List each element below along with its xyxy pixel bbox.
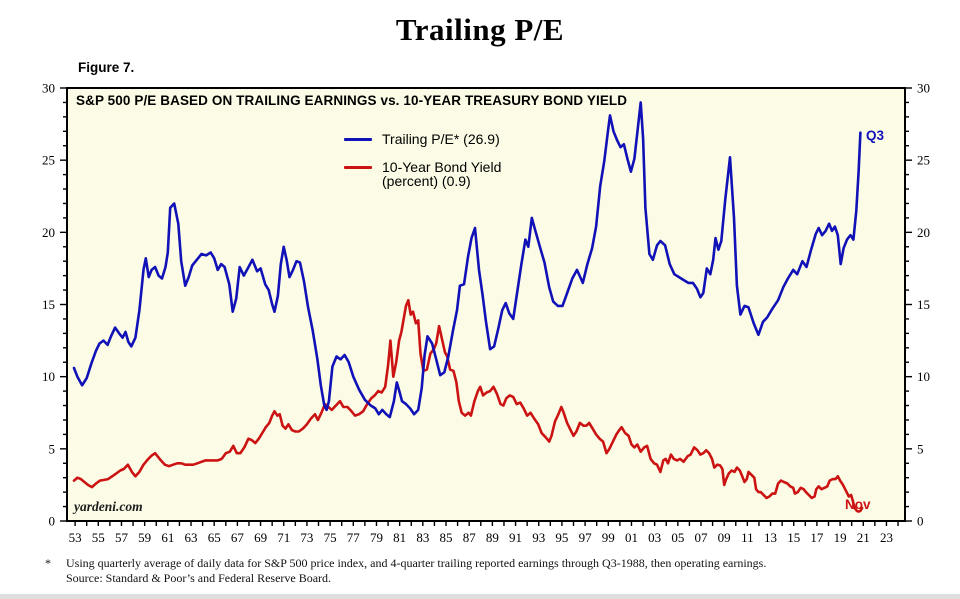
x-axis-label: 23: [880, 530, 893, 545]
x-axis-label: 01: [625, 530, 638, 545]
x-axis-label: 13: [764, 530, 777, 545]
x-axis-label: 55: [92, 530, 105, 545]
yield-legend-line2: (percent) (0.9): [382, 173, 471, 189]
x-axis-label: 75: [324, 530, 337, 545]
yield-legend-line1: 10-Year Bond Yield: [382, 158, 502, 175]
y-axis-label-left: 5: [49, 441, 56, 456]
x-axis-label: 57: [115, 530, 129, 545]
x-axis-label: 03: [648, 530, 661, 545]
x-axis-label: 95: [555, 530, 568, 545]
x-axis-label: 17: [810, 530, 824, 545]
x-axis-label: 05: [671, 530, 684, 545]
y-axis-label-left: 30: [42, 81, 55, 96]
x-axis-label: 67: [231, 530, 245, 545]
y-axis-label-right: 5: [917, 441, 924, 456]
x-axis-label: 77: [347, 530, 361, 545]
x-axis-label: 85: [440, 530, 453, 545]
nov-annotation: Nov: [845, 497, 871, 512]
pe-line-swatch: [344, 138, 372, 141]
x-axis-label: 07: [695, 530, 709, 545]
x-axis-label: 63: [185, 530, 198, 545]
chart-title: S&P 500 P/E BASED ON TRAILING EARNINGS v…: [76, 93, 628, 108]
q3-annotation: Q3: [866, 128, 885, 143]
legend: Trailing P/E* (26.9) 10-Year Bond Yield …: [344, 132, 501, 202]
x-axis-label: 97: [579, 530, 593, 545]
x-axis-label: 83: [416, 530, 429, 545]
page-title: Trailing P/E: [395, 12, 565, 47]
pe-line: [72, 101, 862, 419]
x-axis-label: 15: [787, 530, 800, 545]
x-axis-label: 11: [741, 530, 754, 545]
yield-line: [72, 298, 864, 513]
figure-label: Figure 7.: [78, 60, 135, 75]
y-axis-label-left: 0: [49, 514, 56, 529]
y-axis-label-right: 30: [917, 81, 930, 96]
y-axis-label-left: 20: [42, 225, 55, 240]
y-axis-label-left: 10: [42, 369, 55, 384]
y-axis-label-left: 25: [42, 153, 55, 168]
x-axis-label: 81: [393, 530, 406, 545]
legend-item-yield: 10-Year Bond Yield (percent) (0.9): [344, 158, 502, 189]
footnote-marker: *: [45, 556, 51, 570]
x-axis-label: 71: [277, 530, 290, 545]
x-axis-label: 59: [138, 530, 151, 545]
x-axis-label: 73: [300, 530, 313, 545]
x-axis-label: 61: [161, 530, 174, 545]
footnote-source: Source: Standard & Poor’s and Federal Re…: [66, 570, 332, 585]
y-axis-label-right: 15: [917, 297, 930, 312]
yield-legend-label: 10-Year Bond Yield (percent) (0.9): [382, 158, 502, 189]
x-axis-label: 91: [509, 530, 522, 545]
x-axis-label: 93: [532, 530, 545, 545]
x-axis-label: 79: [370, 530, 383, 545]
plot-frame: [66, 87, 906, 522]
y-axis-label-right: 25: [917, 153, 930, 168]
x-axis-label: 65: [208, 530, 221, 545]
x-axis-label: 99: [602, 530, 615, 545]
y-axis-label-right: 20: [917, 225, 930, 240]
y-axis-label-right: 10: [917, 369, 930, 384]
y-axis-label-right: 0: [917, 514, 924, 529]
y-axis-label-left: 15: [42, 297, 55, 312]
footnote-line1: * Using quarterly average of daily data f…: [45, 556, 935, 571]
watermark: yardeni.com: [74, 499, 143, 514]
x-axis-label: 09: [718, 530, 731, 545]
x-axis-label: 21: [857, 530, 870, 545]
yield-line-swatch: [344, 165, 372, 169]
pe-legend-label: Trailing P/E* (26.9): [382, 131, 500, 147]
footnote: * Using quarterly average of daily data f…: [45, 556, 935, 585]
footnote-text: Using quarterly average of daily data fo…: [66, 556, 767, 570]
scan-edge-artifact: [0, 594, 960, 599]
x-axis-label: 53: [69, 530, 82, 545]
x-axis-label: 69: [254, 530, 267, 545]
x-axis-label: 19: [834, 530, 847, 545]
x-axis-label: 87: [463, 530, 477, 545]
legend-item-pe: Trailing P/E* (26.9): [344, 132, 501, 147]
x-axis-label: 89: [486, 530, 499, 545]
